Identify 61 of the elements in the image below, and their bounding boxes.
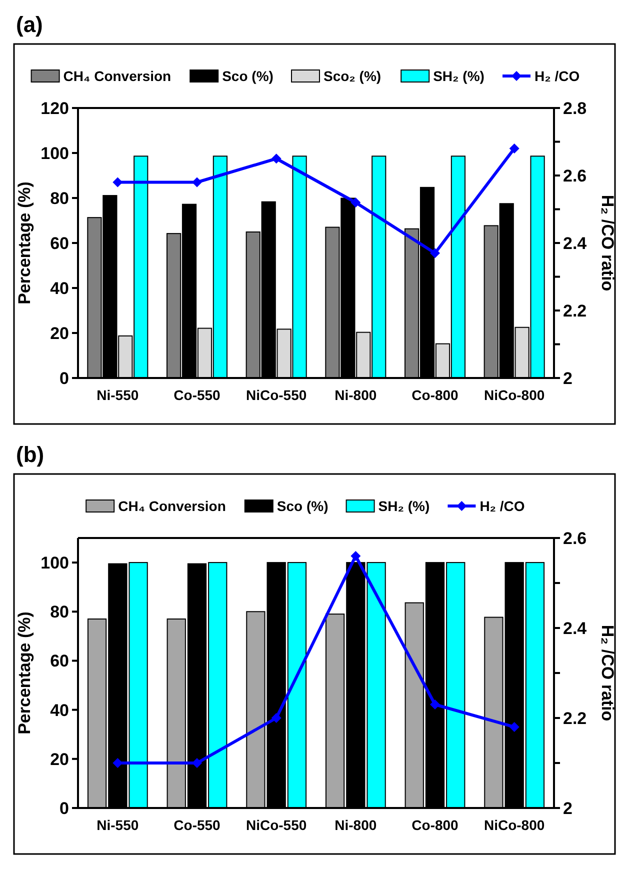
legend-label: CH₄ Conversion [63,68,172,84]
x-tick-label: NiCo-550 [246,817,307,833]
chart-title: (a) [16,12,43,37]
y-tick-label: 100 [40,144,69,163]
point [112,177,123,188]
x-tick-label: Ni-800 [334,817,377,833]
y2-tick-label: 2.4 [563,619,588,638]
y-tick-label: 100 [40,554,69,573]
legend-label: CH₄ Conversion [118,498,226,514]
y-tick-label: 80 [50,189,69,208]
point [192,758,202,768]
y-tick-label: 40 [50,279,69,298]
point [430,248,440,258]
y-tick-label: 40 [50,700,69,720]
y-tick-label: 20 [50,324,69,343]
y-tick-label: 0 [60,799,69,818]
y2-tick-label: 2 [563,369,572,388]
y2-tick-label: 2.4 [563,234,588,253]
legend-label: H₂ /CO [480,498,525,514]
point [192,177,202,188]
legend-label: Sco (%) [276,498,328,514]
legend-label: Sco (%) [222,68,274,84]
y-tick-label: 0 [60,369,69,388]
y-tick-label: 80 [50,602,69,622]
legend-label: H₂ /CO [534,68,580,84]
legend-label: SH₂ (%) [378,498,430,514]
chart-title: (b) [16,442,44,467]
x-tick-label: Ni-550 [96,817,139,833]
x-tick-label: Ni-800 [334,387,377,403]
x-tick-label: NiCo-800 [484,817,545,833]
y-axis-title: Percentage (%) [15,612,34,734]
x-tick-label: Co-550 [174,817,221,833]
y2-tick-label: 2.2 [563,709,587,728]
y2-tick-label: 2 [563,799,572,818]
x-tick-label: Co-800 [412,817,459,833]
y-axis-title: Percentage (%) [15,182,34,304]
x-tick-label: NiCo-550 [246,387,307,403]
x-tick-label: NiCo-800 [484,387,545,403]
point [350,198,361,208]
point [509,144,520,154]
y2-axis-title: H₂ /CO ratio [598,194,617,292]
y-tick-label: 20 [50,750,69,769]
y-tick-label: 60 [50,234,69,253]
point [271,154,282,164]
point [271,713,282,723]
point [509,722,520,732]
y2-tick-label: 2.6 [563,529,587,548]
x-tick-label: Co-800 [412,387,459,403]
y2-axis-title: H₂ /CO ratio [598,624,617,722]
point [112,758,123,768]
y2-tick-label: 2.2 [563,302,587,320]
y-tick-label: 60 [50,652,69,671]
y-tick-label: 120 [40,99,69,118]
y2-tick-label: 2.8 [563,99,587,118]
point [430,700,440,710]
point [350,551,361,561]
x-tick-label: Co-550 [174,387,221,403]
y2-tick-label: 2.6 [563,166,587,186]
legend-label: Sco₂ (%) [324,68,382,84]
legend-label: SH₂ (%) [433,68,484,84]
x-tick-label: Ni-550 [96,387,139,403]
